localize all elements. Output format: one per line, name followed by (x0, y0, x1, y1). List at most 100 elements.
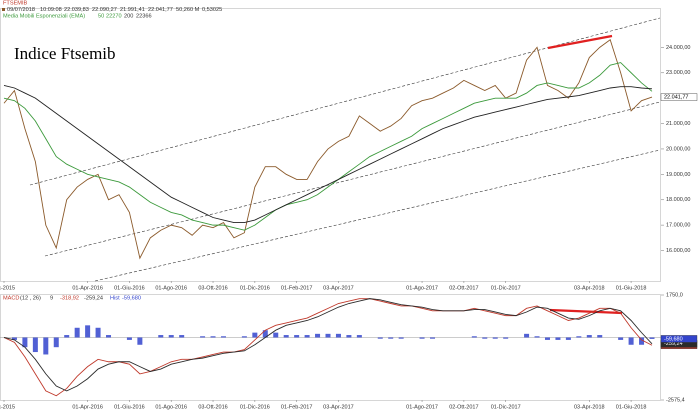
y-tick-label: 21.000,00 (666, 121, 690, 127)
header-low: 21.991,41 (120, 7, 145, 13)
hist-bar (565, 337, 571, 340)
y-tick-label: 1750,0 (666, 292, 683, 298)
x-tick-label: Dic-2015 (0, 404, 15, 410)
legend-label: 50 (98, 13, 104, 19)
hist-bar (503, 337, 509, 339)
series-line (3, 298, 653, 392)
x-tick-label: 02-Ott-2017 (449, 404, 478, 410)
hist-bar (273, 332, 279, 338)
hist-bar (315, 333, 321, 338)
last-value-label: 22.041,77 (664, 95, 688, 101)
x-tick-label: 01-Giu-2018 (616, 404, 647, 410)
x-tick-label: 03-Apr-2018 (574, 404, 605, 410)
hist-bar (586, 335, 592, 338)
channel-upper (29, 17, 661, 186)
header-time: 10:09:08 (40, 7, 62, 13)
x-tick-label: 03-Ott-2016 (198, 404, 227, 410)
header-high: 22.090,27 (92, 7, 117, 13)
hist-bar (534, 336, 540, 338)
y-tick-label: 19.000,00 (666, 172, 690, 178)
x-tick-label: 01-Ago-2016 (155, 404, 187, 410)
x-tick-label: 01-Feb-2017 (281, 285, 313, 291)
legend-value: 22366 (136, 13, 152, 19)
hist-bar (137, 337, 143, 345)
hist-bar (555, 337, 561, 340)
series-line (3, 39, 653, 260)
hist-bar (126, 337, 132, 340)
legend-value: -59,680 (122, 295, 141, 301)
x-tick-label: 01-Dic-2017 (491, 285, 521, 291)
y-tick-label: -2575,4 (666, 397, 685, 403)
legend-value: -318,92 (60, 295, 79, 301)
x-tick-label: 01-Giu-2016 (114, 404, 145, 410)
hist-bar (262, 330, 268, 338)
hist-bar (346, 335, 352, 338)
y-tick-label: 23.000,00 (666, 70, 690, 76)
x-tick-label: 03-Apr-2017 (323, 285, 354, 291)
hist-bar (628, 337, 634, 345)
hist-bar (158, 335, 164, 338)
header-ratio: 0,53025 (202, 7, 222, 13)
hist-bar (524, 333, 530, 338)
last-value-box (660, 93, 698, 101)
hist-bar (492, 337, 498, 339)
hist-bar (419, 337, 425, 339)
hist-bar (179, 335, 185, 338)
hist-bar (168, 335, 174, 338)
macd-frame (0, 294, 661, 401)
hist-bar (53, 337, 59, 348)
legend-value: -259,24 (84, 295, 103, 301)
legend-label: 9 (50, 295, 53, 301)
x-tick-label: 01-Giu-2016 (114, 285, 145, 291)
legend-swatch (2, 8, 5, 11)
y-tick-label: 18.000,00 (666, 197, 690, 203)
legend-label: Hist (110, 295, 120, 301)
hist-bar (85, 325, 91, 338)
series-line (3, 62, 653, 231)
y-tick-label: 17.000,00 (666, 223, 690, 229)
header-open: 22.039,83 (64, 7, 89, 13)
hist-bar (597, 335, 603, 338)
channel-middle (44, 101, 661, 257)
hist-bar (335, 333, 341, 338)
hist-bar (74, 327, 80, 338)
x-tick-label: 01-Ago-2017 (406, 404, 438, 410)
x-tick-label: 03-Ott-2016 (198, 285, 227, 291)
x-tick-label: 03-Apr-2017 (323, 404, 354, 410)
hist-bar (304, 335, 310, 338)
x-tick-label: 01-Apr-2016 (72, 285, 103, 291)
divergence-line (547, 34, 613, 50)
x-tick-label: Dic-2015 (0, 285, 15, 291)
chart-title: Indice Ftsemib (14, 44, 116, 63)
price-frame (0, 8, 661, 282)
hist-bar (11, 337, 17, 340)
hist-bar (576, 336, 582, 338)
x-tick-label: 03-Apr-2018 (574, 285, 605, 291)
x-tick-label: 01-Giu-2018 (616, 285, 647, 291)
hist-bar (388, 337, 394, 339)
hist-bar (64, 335, 70, 338)
hist-bar (210, 336, 216, 338)
y-tick-label: 16.000,00 (666, 248, 690, 254)
last-value-box (660, 335, 698, 343)
hist-bar (106, 335, 112, 338)
x-tick-label: 01-Dic-2017 (491, 404, 521, 410)
header-volume: 50,260 M (176, 7, 200, 13)
hist-bar (220, 336, 226, 338)
hist-bar (241, 336, 247, 338)
hist-bar (471, 336, 477, 338)
hist-bar (398, 337, 404, 339)
y-tick-label: 24.000,00 (666, 45, 690, 51)
hist-bar (482, 337, 488, 339)
x-tick-label: 01-Apr-2016 (72, 404, 103, 410)
hist-bar (200, 336, 206, 338)
hist-bar (22, 337, 28, 348)
series-line (3, 85, 653, 224)
hist-bar (639, 337, 645, 345)
legend-label: 200 (124, 13, 133, 19)
x-tick-label: 02-Ott-2017 (449, 285, 478, 291)
hist-bar (544, 337, 550, 340)
macd-params: (12 , 26) (20, 295, 41, 301)
